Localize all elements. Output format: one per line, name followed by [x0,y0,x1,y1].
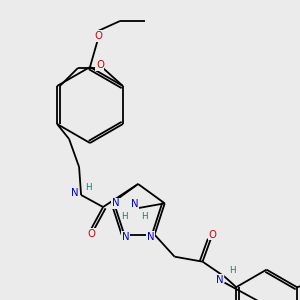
Text: N: N [131,199,139,209]
Text: N: N [122,232,129,242]
Text: N: N [147,232,154,242]
Text: O: O [87,229,95,239]
Text: N: N [71,188,79,198]
Text: O: O [94,31,102,41]
Text: H: H [141,212,148,221]
Text: O: O [96,60,104,70]
Text: N: N [216,275,224,285]
Text: N: N [112,198,119,208]
Text: H: H [85,182,92,191]
Text: H: H [122,212,128,221]
Text: H: H [229,266,236,275]
Text: O: O [208,230,217,240]
